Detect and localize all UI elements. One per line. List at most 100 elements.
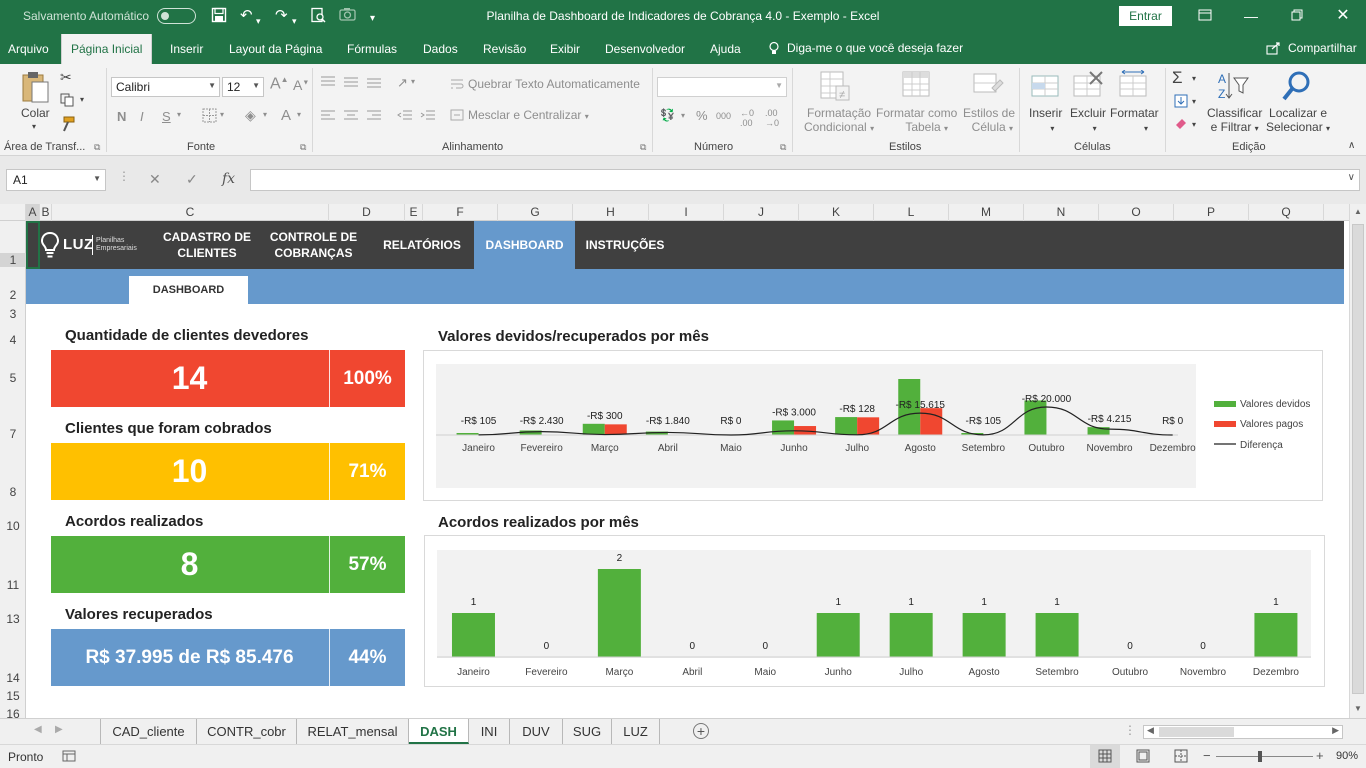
tab-dados[interactable]: Dados — [423, 42, 458, 56]
underline-button[interactable]: S — [162, 109, 171, 124]
wrap-text-button[interactable]: Quebrar Texto Automaticamente — [450, 77, 640, 91]
align-top-icon[interactable] — [320, 75, 336, 92]
column-header[interactable]: O — [1099, 204, 1174, 221]
next-sheet-icon[interactable]: ▶ — [55, 724, 63, 735]
row-header[interactable]: 2 — [9, 288, 17, 302]
redo-dropdown-icon[interactable]: ▾ — [292, 16, 297, 26]
column-header[interactable]: D — [329, 204, 405, 221]
signin-button[interactable]: Entrar — [1119, 6, 1172, 26]
normal-view-icon[interactable] — [1098, 749, 1112, 766]
merge-center-button[interactable]: Mesclar e Centralizar ▾ — [450, 108, 589, 122]
format-as-table-button[interactable]: Formatar como Tabela ▾ — [876, 106, 957, 134]
borders-icon[interactable] — [202, 108, 217, 126]
conditional-format-button[interactable]: Formatação Condicional ▾ — [804, 106, 874, 134]
sheet-tab-contr-cobr[interactable]: CONTR_cobr — [197, 719, 297, 744]
column-header[interactable]: B — [40, 204, 52, 221]
expand-formula-icon[interactable]: ∨ — [1347, 172, 1355, 183]
insert-cells-icon[interactable] — [1030, 70, 1062, 100]
row-header[interactable]: 11 — [6, 578, 20, 592]
find-select-button[interactable]: Localizar e Selecionar ▾ — [1266, 106, 1330, 134]
decrease-indent-icon[interactable] — [397, 109, 413, 126]
tab-desenvolvedor[interactable]: Desenvolvedor — [605, 42, 686, 56]
nav-relatorios[interactable]: RELATÓRIOS — [383, 238, 461, 252]
select-all-corner[interactable] — [0, 204, 26, 221]
zoom-slider[interactable] — [1216, 756, 1313, 757]
percent-icon[interactable]: % — [696, 108, 708, 123]
tab-inserir[interactable]: Inserir — [170, 42, 204, 56]
font-launcher-icon[interactable]: ⧉ — [300, 142, 307, 152]
save-icon[interactable] — [211, 7, 227, 28]
clipboard-launcher-icon[interactable]: ⧉ — [94, 142, 101, 152]
delete-cells-icon[interactable] — [1072, 70, 1104, 100]
increase-indent-icon[interactable] — [420, 109, 436, 126]
column-header[interactable]: H — [573, 204, 649, 221]
nav-controle-de-cobrancas[interactable]: CONTROLE DE COBRANÇAS — [269, 230, 358, 260]
nav-instrucoes[interactable]: INSTRUÇÕES — [585, 238, 665, 252]
prev-sheet-icon[interactable]: ◀ — [34, 724, 42, 735]
format-cells-icon[interactable] — [1118, 69, 1150, 100]
clear-dropdown-icon[interactable]: ▾ — [1192, 120, 1197, 129]
tab-layout-da-pagina[interactable]: Layout da Página — [229, 42, 323, 56]
tab-exibir[interactable]: Exibir — [550, 42, 581, 56]
scroll-left-icon[interactable]: ◀ — [1147, 725, 1154, 735]
align-middle-icon[interactable] — [343, 75, 359, 92]
tell-me-box[interactable]: Diga-me o que você deseja fazer — [767, 41, 963, 55]
paste-label[interactable]: Colar — [21, 106, 50, 120]
accounting-dropdown-icon[interactable]: ▾ — [681, 111, 686, 120]
orientation-dropdown-icon[interactable]: ▾ — [411, 77, 416, 86]
number-launcher-icon[interactable]: ⧉ — [780, 142, 787, 152]
sheet-tab-dash[interactable]: DASH — [409, 719, 469, 744]
close-icon[interactable]: ✕ — [1336, 7, 1350, 24]
underline-dropdown-icon[interactable]: ▾ — [177, 110, 182, 119]
font-grow-icon[interactable]: A▲ — [270, 75, 289, 93]
decrease-decimal-icon[interactable]: .00 →0 — [765, 108, 780, 128]
row-header[interactable]: 3 — [9, 307, 17, 321]
column-header[interactable]: K — [799, 204, 874, 221]
row-header[interactable]: 4 — [9, 333, 17, 347]
redo-icon[interactable]: ↷ — [275, 7, 288, 24]
row-header[interactable]: 13 — [6, 612, 20, 626]
row-header[interactable]: 8 — [9, 485, 17, 499]
hscroll-thumb[interactable] — [1159, 727, 1234, 737]
clear-icon[interactable] — [1174, 117, 1188, 132]
row-header[interactable]: 14 — [6, 671, 20, 685]
accounting-format-icon[interactable]: 💱 — [660, 108, 675, 122]
paste-icon[interactable] — [20, 70, 52, 103]
find-select-icon[interactable] — [1281, 70, 1313, 101]
cell-styles-icon[interactable] — [972, 70, 1004, 100]
zoom-slider-thumb[interactable] — [1258, 751, 1262, 762]
sheet-tab-sug[interactable]: SUG — [563, 719, 612, 744]
format-cells-button[interactable]: Formatar ▾ — [1110, 106, 1159, 134]
row-header[interactable]: 5 — [9, 371, 17, 385]
align-center-icon[interactable] — [343, 109, 359, 126]
font-color-icon[interactable]: A — [281, 107, 292, 124]
italic-button[interactable]: I — [140, 109, 144, 124]
formula-input[interactable]: ∨ — [250, 169, 1360, 191]
tab-splitter-icon[interactable]: ⋮ — [1124, 723, 1136, 737]
increase-decimal-icon[interactable]: ←0.00 — [740, 108, 755, 128]
column-header[interactable]: E — [405, 204, 423, 221]
macro-record-icon[interactable] — [62, 749, 76, 766]
conditional-format-icon[interactable]: ≠ — [819, 70, 851, 101]
scroll-right-icon[interactable]: ▶ — [1332, 725, 1339, 735]
fill-icon[interactable] — [1174, 94, 1188, 111]
column-header[interactable]: N — [1024, 204, 1099, 221]
column-header[interactable]: G — [498, 204, 573, 221]
copy-icon[interactable] — [60, 93, 76, 110]
fill-dropdown-icon[interactable]: ▾ — [263, 110, 268, 119]
alignment-launcher-icon[interactable]: ⧉ — [640, 142, 647, 152]
row-header[interactable]: 7 — [9, 427, 17, 441]
column-header[interactable]: A — [26, 204, 40, 221]
row-header[interactable]: 15 — [6, 689, 20, 703]
delete-cells-button[interactable]: Excluir ▾ — [1070, 106, 1106, 134]
undo-icon[interactable]: ↶ — [240, 7, 253, 24]
restore-icon[interactable] — [1285, 6, 1309, 26]
tab-arquivo[interactable]: Arquivo — [8, 42, 49, 56]
nav-dashboard[interactable]: DASHBOARD — [474, 221, 575, 269]
autosave-toggle[interactable] — [157, 8, 196, 24]
customize-qat-icon[interactable]: ▾ — [370, 13, 376, 24]
column-header[interactable]: C — [52, 204, 329, 221]
row-header[interactable]: 1 — [0, 253, 26, 267]
paste-dropdown-icon[interactable]: ▾ — [32, 122, 37, 131]
font-name-box[interactable]: Calibri ▼ — [111, 77, 220, 97]
